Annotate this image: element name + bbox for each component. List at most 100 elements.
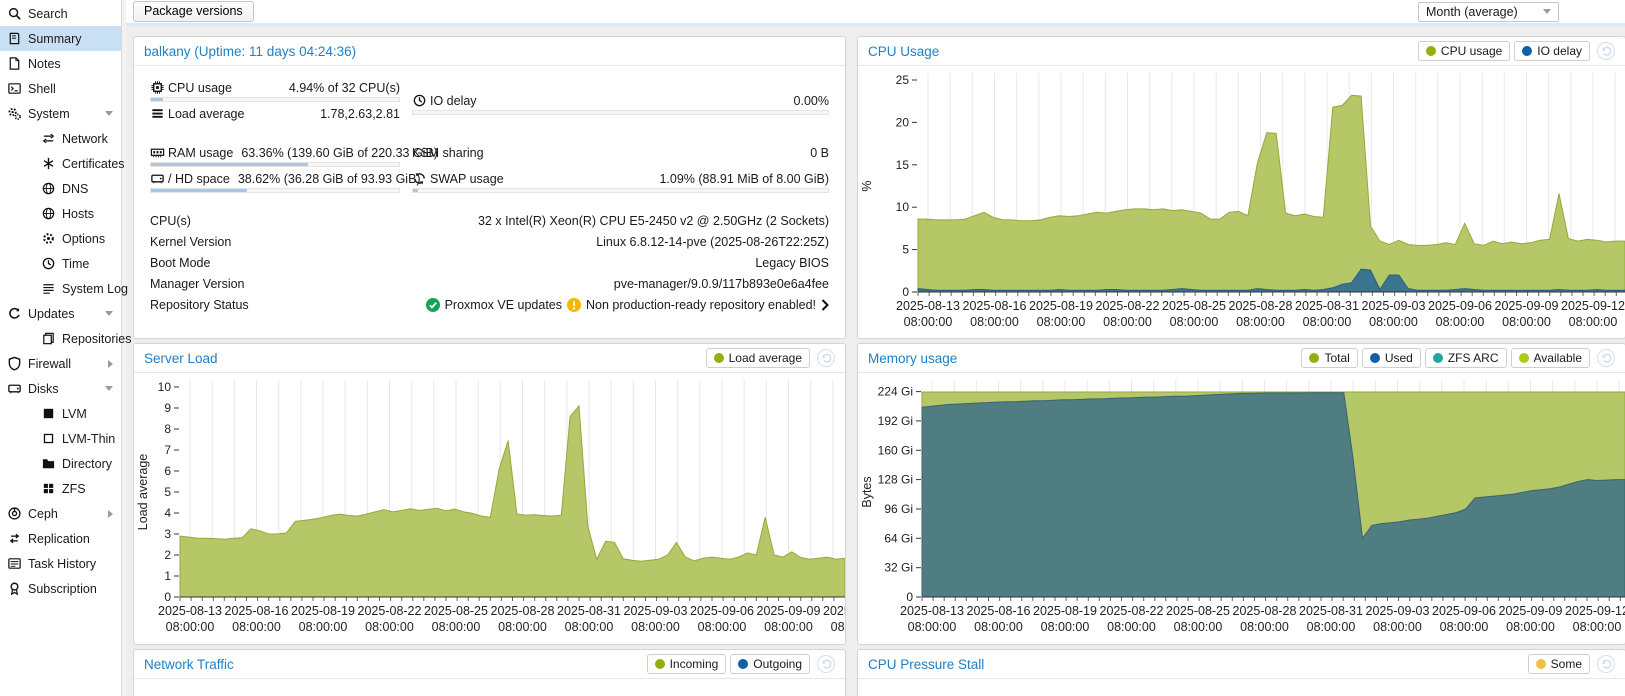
svg-text:2025-08-16: 2025-08-16 <box>963 299 1027 313</box>
legend-toggle-outgoing[interactable]: Outgoing <box>730 654 810 674</box>
legend-toggle-total[interactable]: Total <box>1301 348 1358 368</box>
expand-arrow-icon[interactable] <box>108 359 113 368</box>
svg-text:08:00:00: 08:00:00 <box>1506 620 1555 634</box>
info-row: Boot Mode Legacy BIOS <box>150 252 829 273</box>
legend-toggle-used[interactable]: Used <box>1361 348 1421 368</box>
sidebar-item-dns[interactable]: DNS <box>0 176 121 201</box>
undo-zoom-button[interactable] <box>1597 349 1615 367</box>
info-row: Manager Version pve-manager/9.0.9/117b893… <box>150 273 829 294</box>
sidebar-item-label: Hosts <box>62 206 94 221</box>
sidebar-item-system-log[interactable]: System Log <box>0 276 128 301</box>
package-versions-button[interactable]: Package versions <box>133 1 254 22</box>
server-load-chart[interactable]: 0 1 2 3 4 5 6 7 8 9 10 2025-08-13 08:00:00 2025-08-16… <box>134 373 845 641</box>
undo-zoom-button[interactable] <box>1597 42 1615 60</box>
legend-toggle-cpu-usage[interactable]: CPU usage <box>1417 41 1511 61</box>
memory-usage-chart[interactable]: 0 32 Gi 64 Gi 96 Gi 128 Gi 160 Gi 192 Gi 224 Gi… <box>858 373 1625 641</box>
sidebar-item-search[interactable]: Search <box>0 1 121 26</box>
info-value: pve-manager/9.0.9/117b893e0e6a4fee <box>613 276 829 291</box>
sidebar-item-label: Repositories <box>62 331 132 346</box>
main-area: Package versions Month (average) balkany… <box>126 0 1625 696</box>
memory-usage-panel: Memory usage Total Used ZFS ARC Available 0… <box>857 343 1625 645</box>
legend-toggle-available[interactable]: Available <box>1510 348 1590 368</box>
cpu-usage-panel: CPU Usage CPU usage IO delay 0 5 10 15 20 25 20… <box>857 36 1625 339</box>
cpu-usage-chart[interactable]: 0 5 10 15 20 25 2025-08-13 08:00:00 2025-08-16 08… <box>858 66 1625 336</box>
svg-text:2025-09-06: 2025-09-06 <box>1432 604 1496 618</box>
sidebar-splitter[interactable] <box>122 0 126 696</box>
sidebar-item-summary[interactable]: Summary <box>0 26 121 51</box>
syslog-icon <box>40 281 56 297</box>
info-value: Linux 6.8.12-14-pve (2025-08-26T22:25Z) <box>596 234 829 249</box>
sidebar-item-subscription[interactable]: Subscription <box>0 576 121 601</box>
repo-status-ok: Proxmox VE updates <box>444 297 562 312</box>
legend-toggle-some[interactable]: Some <box>1527 654 1590 674</box>
svg-text:08:00:00: 08:00:00 <box>908 620 957 634</box>
node-title: balkany (Uptime: 11 days 04:24:36) <box>144 43 357 59</box>
sidebar-item-firewall[interactable]: Firewall <box>0 351 121 376</box>
legend-dot-icon <box>1309 353 1320 363</box>
ram-icon <box>150 145 168 160</box>
sidebar-item-certificates[interactable]: Certificates <box>0 151 125 176</box>
svg-text:08:00:00: 08:00:00 <box>498 620 547 634</box>
sidebar-item-label: Network <box>62 131 108 146</box>
summary-icon <box>6 31 22 47</box>
firewall-icon <box>6 356 22 372</box>
sidebar-item-updates[interactable]: Updates <box>0 301 121 326</box>
sidebar-item-notes[interactable]: Notes <box>0 51 121 76</box>
system-icon <box>6 106 22 122</box>
legend-dot-icon <box>1535 659 1546 669</box>
undo-zoom-button[interactable] <box>1597 655 1615 673</box>
svg-text:2025-08-19: 2025-08-19 <box>291 604 355 618</box>
sidebar-item-lvm-thin[interactable]: LVM-Thin <box>0 426 121 451</box>
legend-toggle-zfs-arc[interactable]: ZFS ARC <box>1424 348 1507 368</box>
collapse-arrow-icon[interactable] <box>105 111 113 116</box>
sidebar-item-repositories[interactable]: Repositories <box>0 326 131 351</box>
details-chevron-icon[interactable] <box>821 298 829 311</box>
info-label: Kernel Version <box>150 234 232 249</box>
panel-title-server-load: Server Load <box>144 350 218 366</box>
sidebar-item-time[interactable]: Time <box>0 251 121 276</box>
sidebar-item-label: DNS <box>62 181 89 196</box>
sidebar-item-directory[interactable]: Directory <box>0 451 121 476</box>
ceph-icon <box>6 506 22 522</box>
sidebar-item-system[interactable]: System <box>0 101 121 126</box>
svg-text:Bytes: Bytes <box>860 476 874 507</box>
sidebar-item-task-history[interactable]: Task History <box>0 551 121 576</box>
svg-text:08:00:00: 08:00:00 <box>631 620 680 634</box>
lvmthin-icon <box>40 431 56 447</box>
timeframe-select[interactable]: Month (average) <box>1418 1 1559 22</box>
stat-label: Load average <box>168 106 245 121</box>
undo-zoom-button[interactable] <box>817 655 835 673</box>
legend-toggle-io-delay[interactable]: IO delay <box>1514 41 1590 61</box>
sidebar-item-ceph[interactable]: Ceph <box>0 501 121 526</box>
sidebar-item-hosts[interactable]: Hosts <box>0 201 121 226</box>
sidebar-item-network[interactable]: Network <box>0 126 121 151</box>
sidebar-item-disks[interactable]: Disks <box>0 376 121 401</box>
undo-zoom-button[interactable] <box>817 349 835 367</box>
sidebar: Search Summary Notes Shell System Network Cert… <box>0 0 131 696</box>
legend-toggle-incoming[interactable]: Incoming <box>646 654 727 674</box>
svg-text:08:00:00: 08:00:00 <box>904 315 953 329</box>
network-icon <box>40 131 56 147</box>
svg-text:20: 20 <box>896 115 910 129</box>
legend-toggle-load-average[interactable]: Load average <box>705 348 810 368</box>
expand-arrow-icon[interactable] <box>108 509 113 518</box>
svg-text:10: 10 <box>896 200 910 214</box>
notes-icon <box>6 56 22 72</box>
cpu-pressure-stall-panel: CPU Pressure Stall Some <box>857 649 1625 696</box>
collapse-arrow-icon[interactable] <box>105 311 113 316</box>
svg-text:08:00:00: 08:00:00 <box>1573 620 1622 634</box>
collapse-arrow-icon[interactable] <box>105 386 113 391</box>
sidebar-item-zfs[interactable]: ZFS <box>0 476 121 501</box>
svg-text:08:00:00: 08:00:00 <box>1236 315 1285 329</box>
sidebar-item-replication[interactable]: Replication <box>0 526 121 551</box>
svg-text:160 Gi: 160 Gi <box>878 443 913 457</box>
sidebar-item-shell[interactable]: Shell <box>0 76 121 101</box>
svg-text:08:00:00: 08:00:00 <box>432 620 481 634</box>
swap-icon <box>412 171 430 186</box>
sidebar-item-lvm[interactable]: LVM <box>0 401 121 426</box>
svg-text:2025-08-28: 2025-08-28 <box>1229 299 1293 313</box>
info-label: CPU(s) <box>150 213 191 228</box>
svg-text:08:00:00: 08:00:00 <box>1303 315 1352 329</box>
sidebar-item-options[interactable]: Options <box>0 226 121 251</box>
svg-text:2025-09-09: 2025-09-09 <box>757 604 821 618</box>
